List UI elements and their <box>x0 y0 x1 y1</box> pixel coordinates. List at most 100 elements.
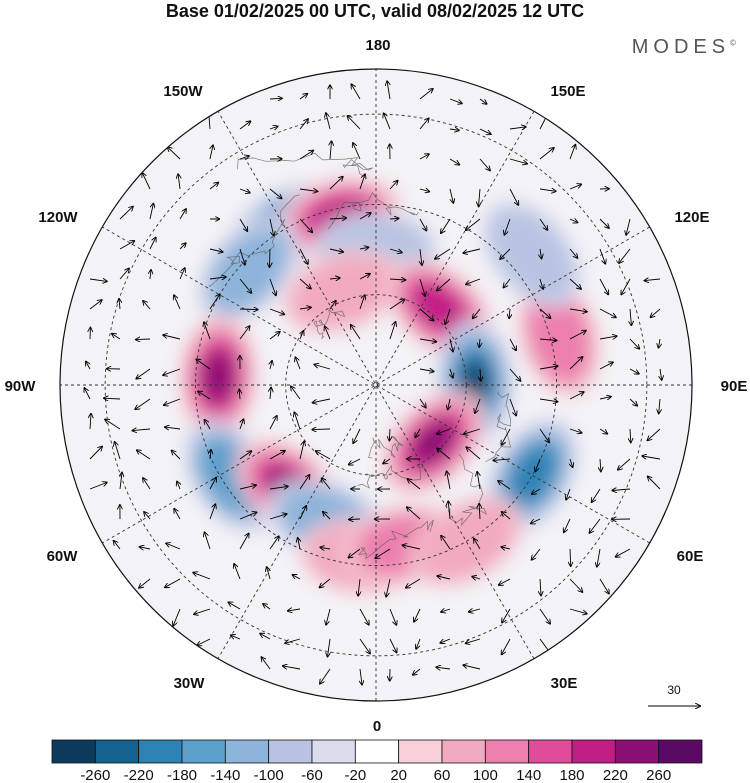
anomaly-blob <box>488 207 576 302</box>
colorbar-tick-label: 140 <box>516 767 541 783</box>
wind-arrow <box>139 578 151 588</box>
wind-arrow <box>325 327 331 340</box>
wind-arrow <box>642 456 661 460</box>
wind-arrow <box>239 512 257 520</box>
map-boundary <box>59 68 693 702</box>
wind-arrow <box>437 576 451 579</box>
wind-arrow <box>473 308 481 318</box>
wind-arrow <box>135 398 151 409</box>
anomaly-blob <box>528 289 590 382</box>
wind-arrow <box>150 270 151 280</box>
wind-arrow <box>389 279 405 280</box>
wind-arrow <box>599 248 605 264</box>
wind-arrow <box>353 143 361 160</box>
wind-arrow <box>299 94 307 100</box>
wind-arrow <box>269 98 282 99</box>
wind-arrow <box>285 638 301 643</box>
wind-arrow <box>618 458 631 470</box>
wind-arrow <box>198 391 211 400</box>
wind-arrow <box>239 156 249 159</box>
wind-arrow <box>569 309 587 312</box>
wind-arrow <box>590 518 601 533</box>
wind-arrow <box>269 308 284 314</box>
wind-arrow <box>629 368 639 374</box>
wind-arrow <box>210 450 211 460</box>
wind-arrow <box>659 338 661 348</box>
wind-arrow <box>629 338 639 349</box>
wind-arrow <box>239 309 258 310</box>
wind-arrow <box>509 368 521 381</box>
wind-arrow <box>616 548 631 557</box>
wind-arrow <box>599 578 609 594</box>
coastline-path <box>327 192 419 230</box>
wind-arrow <box>493 459 511 460</box>
wind-arrow <box>330 141 332 160</box>
wind-arrow <box>509 158 527 164</box>
wind-arrow <box>479 338 480 347</box>
wind-arrow <box>416 638 421 649</box>
wind-arrow <box>239 278 251 293</box>
wind-arrow <box>359 638 370 654</box>
wind-arrow <box>143 478 151 490</box>
wind-arrow <box>504 218 511 235</box>
wind-arrow <box>228 602 241 610</box>
wind-arrow <box>239 485 256 490</box>
wind-arrow <box>348 116 361 130</box>
wind-arrow <box>447 471 451 490</box>
wind-arrow <box>349 519 361 520</box>
wind-arrow <box>569 248 577 258</box>
wind-arrow <box>502 638 511 654</box>
colorbar-tick-label: -260 <box>80 767 110 783</box>
wind-arrow <box>240 419 244 430</box>
wind-arrow <box>469 609 481 612</box>
wind-arrow <box>172 451 181 460</box>
wind-arrow <box>269 218 274 236</box>
wind-arrow <box>239 188 250 193</box>
wind-arrow <box>120 473 122 490</box>
wind-arrow <box>144 512 151 520</box>
colorbar-swatch <box>441 739 486 764</box>
colorbar: -260 -220 -180 -140 -100 -60 -20 20 60 100 140 180 2… <box>51 739 703 783</box>
label-60e: 60E <box>677 548 704 565</box>
wind-arrow <box>239 390 240 400</box>
wind-arrow <box>294 412 301 430</box>
colorbar-tick-label: 60 <box>434 767 451 783</box>
wind-arrow <box>539 189 556 191</box>
wind-arrow <box>592 488 601 502</box>
wind-arrow <box>349 548 361 558</box>
wind-arrow <box>193 573 211 580</box>
wind-arrow <box>210 145 213 160</box>
wind-arrow <box>441 218 451 233</box>
wind-arrow <box>359 608 369 625</box>
wind-arrow <box>326 113 331 130</box>
wind-arrow <box>569 278 581 289</box>
wind-arrow <box>450 368 453 378</box>
wind-arrow <box>209 504 215 520</box>
coastline-path <box>357 519 434 560</box>
wind-arrow <box>570 548 571 566</box>
coastline-path <box>368 436 404 459</box>
wind-arrow <box>504 278 511 288</box>
wind-arrow <box>351 325 361 340</box>
wind-arrow <box>498 481 511 490</box>
wind-arrow <box>502 608 511 623</box>
label-60w: 60W <box>47 548 79 565</box>
colorbar-swatch <box>51 739 96 764</box>
wind-arrow <box>389 428 390 441</box>
wind-arrow <box>566 488 571 500</box>
wind-arrow <box>89 279 107 281</box>
colorbar-swatch <box>181 739 226 764</box>
wind-arrow <box>328 638 331 657</box>
wind-arrow <box>209 249 223 252</box>
colorbar-swatch <box>571 739 616 764</box>
wind-arrow <box>539 366 558 370</box>
wind-arrow <box>119 241 134 250</box>
wind-arrow <box>389 248 402 253</box>
wind-arrow <box>414 608 421 622</box>
wind-arrow <box>599 397 611 399</box>
wind-arrow <box>299 278 311 289</box>
wind-arrow <box>299 119 308 130</box>
wind-arrow <box>298 538 300 550</box>
copyright-mark: © <box>730 38 736 48</box>
